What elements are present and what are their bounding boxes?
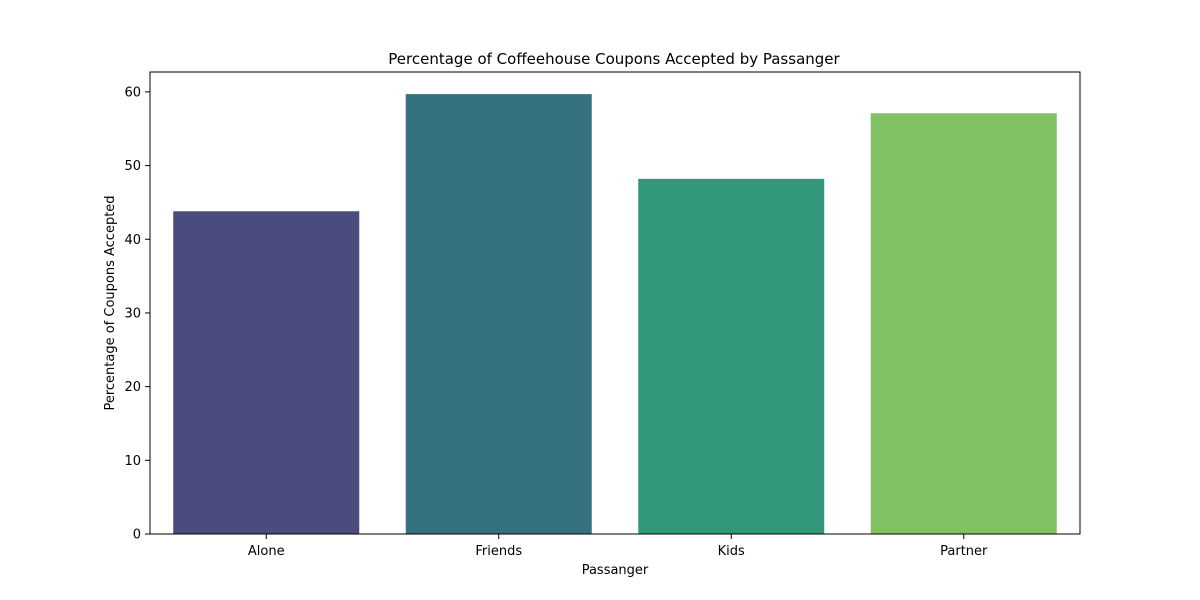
x-tick-label: Alone	[248, 544, 285, 559]
x-tick-label: Partner	[940, 544, 988, 559]
y-axis-label: Percentage of Coupons Accepted	[103, 195, 118, 410]
y-tick-label: 60	[124, 85, 141, 100]
x-axis: Alone Friends Kids Partner	[248, 534, 988, 559]
y-axis: 0 10 20 30 40 50 60	[124, 85, 150, 543]
y-tick-label: 10	[124, 454, 141, 469]
bar-partner	[870, 113, 1057, 535]
bar-friends	[405, 94, 592, 535]
y-tick-label: 50	[124, 159, 141, 174]
y-tick-label: 20	[124, 380, 141, 395]
y-tick-label: 40	[124, 233, 141, 248]
y-tick-label: 30	[124, 306, 141, 321]
chart-title: Percentage of Coffeehouse Coupons Accept…	[388, 50, 840, 68]
bar-kids	[638, 178, 825, 534]
x-tick-label: Kids	[718, 544, 745, 559]
bars-group	[173, 94, 1057, 535]
x-axis-label: Passanger	[582, 563, 649, 578]
plot-frame	[149, 71, 1081, 535]
bar-alone	[173, 211, 360, 534]
x-tick-label: Friends	[475, 544, 522, 559]
y-tick-label: 0	[133, 528, 141, 543]
